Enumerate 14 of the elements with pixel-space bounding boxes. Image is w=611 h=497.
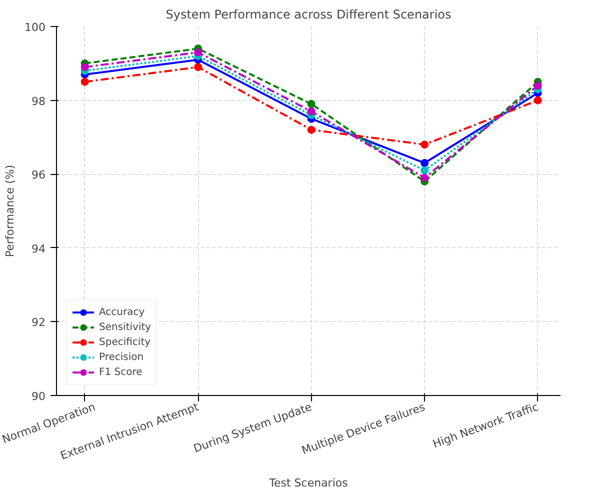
y-tick-label: 90 bbox=[32, 390, 46, 403]
x-axis-title: Test Scenarios bbox=[268, 476, 348, 490]
y-tick-label: 98 bbox=[32, 94, 46, 108]
y-axis-title: Performance (%) bbox=[4, 164, 17, 258]
legend-label: F1 Score bbox=[99, 366, 142, 379]
chart-title: System Performance across Different Scenarios bbox=[166, 8, 452, 22]
legend-label: Precision bbox=[99, 350, 144, 364]
y-tick-label: 96 bbox=[32, 168, 46, 182]
legend-label: Specificity bbox=[99, 336, 151, 349]
y-tick-label: 92 bbox=[32, 316, 46, 330]
y-tick-label: 100 bbox=[24, 21, 46, 34]
y-tick-label: 94 bbox=[32, 242, 46, 256]
legend-label: Accuracy bbox=[99, 306, 145, 319]
legend-label: Sensitivity bbox=[99, 320, 152, 334]
